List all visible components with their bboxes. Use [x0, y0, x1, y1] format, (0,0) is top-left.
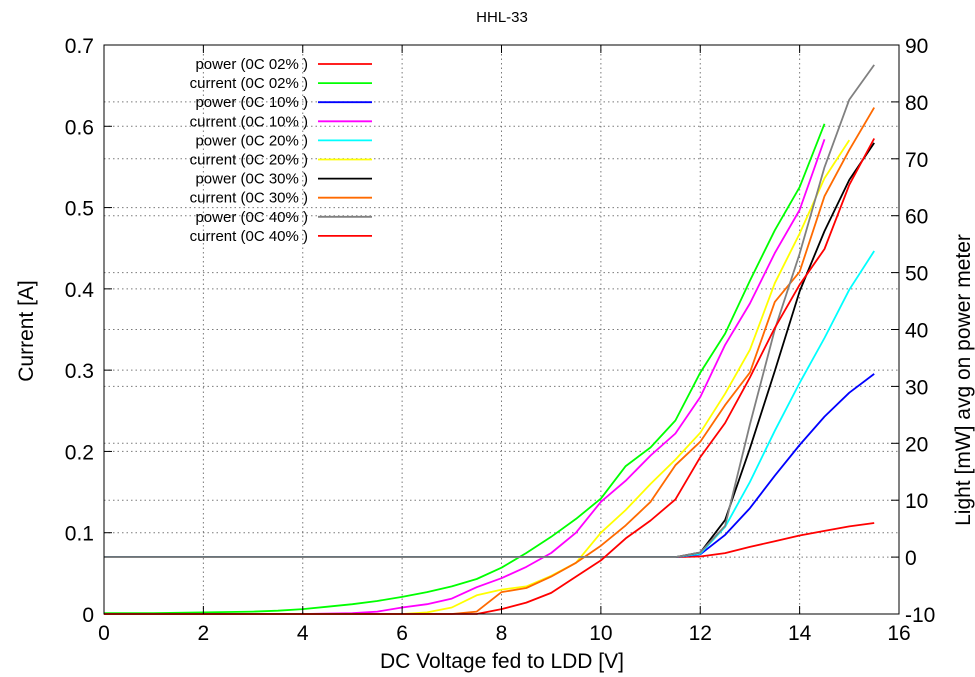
- x-tick-label: 8: [496, 622, 508, 645]
- series-line: [104, 139, 851, 615]
- y-tick-label: 0.2: [65, 441, 94, 464]
- x-tick-label: 14: [788, 622, 812, 645]
- grid: [104, 45, 899, 614]
- x-tick-label: 6: [396, 622, 408, 645]
- y2-tick-label: -10: [905, 604, 935, 627]
- ticks: 0 2 4 6 8 10 12 14 16 0 0.1 0.2 0.3 0.4 0.5 0.6 0.7 -10 0 1…: [65, 35, 936, 645]
- x-axis-title: DC Voltage fed to LDD [V]: [380, 650, 624, 673]
- y2-tick-label: 50: [905, 263, 928, 286]
- y-tick-label: 0.6: [65, 116, 94, 139]
- y-tick-label: 0.5: [65, 198, 94, 221]
- series-line: [104, 123, 826, 615]
- x-tick-label: 0: [98, 622, 110, 645]
- y-axis-title: Current [A]: [15, 280, 38, 382]
- x-tick-label: 2: [198, 622, 210, 645]
- y-tick-label: 0.4: [65, 279, 95, 302]
- legend-label: power (0C 02% ): [195, 56, 308, 73]
- legend-label: power (0C 20% ): [195, 132, 308, 149]
- y-tick-label: 0: [82, 604, 94, 627]
- y2-tick-label: 10: [905, 490, 928, 513]
- y-tick-label: 0.3: [65, 360, 94, 383]
- y2-tick-label: 40: [905, 320, 928, 343]
- y2-tick-label: 80: [905, 92, 928, 115]
- legend-label: current (0C 20% ): [190, 152, 308, 169]
- y-tick-label: 0.1: [65, 523, 94, 546]
- legend-label: current (0C 40% ): [190, 228, 308, 245]
- x-tick-label: 12: [689, 622, 712, 645]
- legend-label: power (0C 10% ): [195, 94, 308, 111]
- series-layer: [104, 64, 875, 615]
- legend-label: current (0C 02% ): [190, 75, 308, 92]
- legend-label: power (0C 40% ): [195, 209, 308, 226]
- legend: power (0C 02% ) current (0C 02% ) power (0…: [190, 56, 372, 245]
- y2-tick-label: 0: [905, 547, 917, 570]
- y2-tick-label: 20: [905, 433, 928, 456]
- x-tick-label: 4: [297, 622, 309, 645]
- series-line: [104, 107, 875, 615]
- legend-label: current (0C 10% ): [190, 113, 308, 130]
- x-tick-label: 10: [589, 622, 612, 645]
- x-tick-label: 16: [887, 622, 910, 645]
- series-line: [104, 139, 826, 615]
- series-line: [104, 64, 875, 558]
- legend-label: current (0C 30% ): [190, 190, 308, 207]
- y2-tick-label: 60: [905, 206, 928, 229]
- y2-tick-label: 70: [905, 149, 928, 172]
- legend-label: power (0C 30% ): [195, 171, 308, 188]
- y-tick-label: 0.7: [65, 35, 94, 58]
- y2-tick-label: 90: [905, 35, 928, 58]
- y2-axis-title: Light [mW] avg on power meter: [952, 234, 975, 526]
- y2-tick-label: 30: [905, 376, 928, 399]
- chart-title: HHL-33: [476, 9, 528, 26]
